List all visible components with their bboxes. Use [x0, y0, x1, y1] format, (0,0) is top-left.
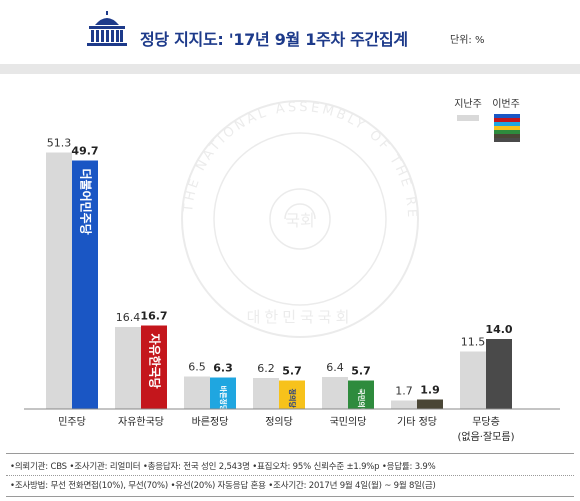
legend-swatch-current-5 [494, 134, 520, 138]
value-label-previous-3: 6.2 [257, 362, 275, 375]
bar-previous-0 [46, 152, 72, 409]
watermark-bottom-text: 대한민국국회 [247, 308, 354, 326]
bar-current-1 [141, 325, 167, 409]
page-title: 정당 지지도: '17년 9월 1주차 주간집계 [140, 30, 408, 49]
legend-swatch-current-6 [494, 138, 520, 142]
bar-current-5 [417, 399, 443, 409]
header: 정당 지지도: '17년 9월 1주차 주간집계 단위: % [0, 0, 580, 64]
bar-previous-3 [253, 378, 279, 409]
category-label-3: 정의당 [265, 416, 293, 428]
value-label-current-6: 14.0 [485, 323, 512, 336]
bar-previous-2 [184, 376, 210, 409]
bar-previous-1 [115, 327, 141, 409]
party-support-chart: 국회 THE NATIONAL ASSEMBLY OF THE REPUBLIC… [0, 74, 580, 452]
value-label-current-4: 5.7 [351, 365, 371, 378]
unit-label: 단위: % [450, 35, 485, 46]
party-logo-1: 자유한국당 [148, 334, 163, 389]
category-label-5: 기타 정당 [397, 416, 437, 428]
value-label-previous-1: 16.4 [116, 311, 141, 324]
value-label-current-5: 1.9 [420, 384, 440, 397]
category-label-2: 바른정당 [192, 416, 229, 428]
value-label-previous-0: 51.3 [47, 137, 72, 150]
bar-chart: 국회 THE NATIONAL ASSEMBLY OF THE REPUBLIC… [0, 74, 560, 444]
value-label-current-2: 6.3 [213, 362, 233, 375]
survey-info-line-2: •조사방법: 무선 전화면접(10%), 무선(70%) •유선(20%) 자동… [10, 481, 436, 491]
legend-swatch-previous [457, 115, 479, 121]
legend-swatch-current-3 [494, 126, 520, 130]
value-label-current-1: 16.7 [140, 310, 167, 323]
value-label-previous-2: 6.5 [188, 361, 206, 374]
category-label-0: 민주당 [58, 416, 86, 428]
bar-previous-4 [322, 377, 348, 409]
value-label-previous-4: 6.4 [326, 361, 344, 374]
category-label-1: 자유한국당 [118, 416, 164, 428]
bar-current-6 [486, 339, 512, 409]
legend-swatch-current-4 [494, 130, 520, 134]
footer-divider [6, 475, 574, 476]
legend-label-previous: 지난주 [454, 98, 482, 110]
value-label-current-3: 5.7 [282, 365, 302, 378]
party-logo-3: 정의당 [288, 389, 297, 409]
legend-swatch-current-0 [494, 114, 520, 118]
survey-info-line-1: •의뢰기관: CBS •조사기관: 리얼미터 •총응답자: 전국 성인 2,54… [10, 462, 436, 472]
labels-layer: 51.349.7 민주당 16.4 16.7 자유한국당 6.5 6.3 바른정당 6.2 5.7… [47, 137, 515, 444]
legend-swatch-current-1 [494, 118, 520, 122]
survey-info-footer: •의뢰기관: CBS •조사기관: 리얼미터 •총응답자: 전국 성인 2,54… [6, 453, 574, 497]
value-label-previous-5: 1.7 [395, 385, 413, 398]
value-label-previous-6: 11.5 [461, 336, 486, 349]
party-logo-0: 더불어민주당 [79, 169, 94, 235]
category-sublabel-6: (없음·잘모름) [458, 430, 515, 443]
legend-swatch-current-2 [494, 122, 520, 126]
legend-label-current: 이번주 [492, 98, 520, 110]
bar-previous-6 [460, 351, 486, 409]
bar-current-4 [348, 380, 374, 409]
party-logo-4: 국민의당 [357, 389, 366, 415]
national-assembly-building-icon [87, 11, 127, 46]
bar-previous-5 [391, 400, 417, 409]
header-divider [0, 64, 580, 74]
legend: 지난주 이번주 [454, 98, 520, 142]
bar-current-3 [279, 380, 305, 409]
party-logo-2: 바른정당 [219, 386, 228, 412]
bar-current-2 [210, 377, 236, 409]
value-label-current-0: 49.7 [71, 145, 98, 158]
category-label-6: 무당층 [472, 416, 500, 428]
watermark-center-text: 국회 [285, 211, 314, 230]
category-label-4: 국민의당 [330, 416, 367, 428]
bar-current-0 [72, 160, 98, 409]
